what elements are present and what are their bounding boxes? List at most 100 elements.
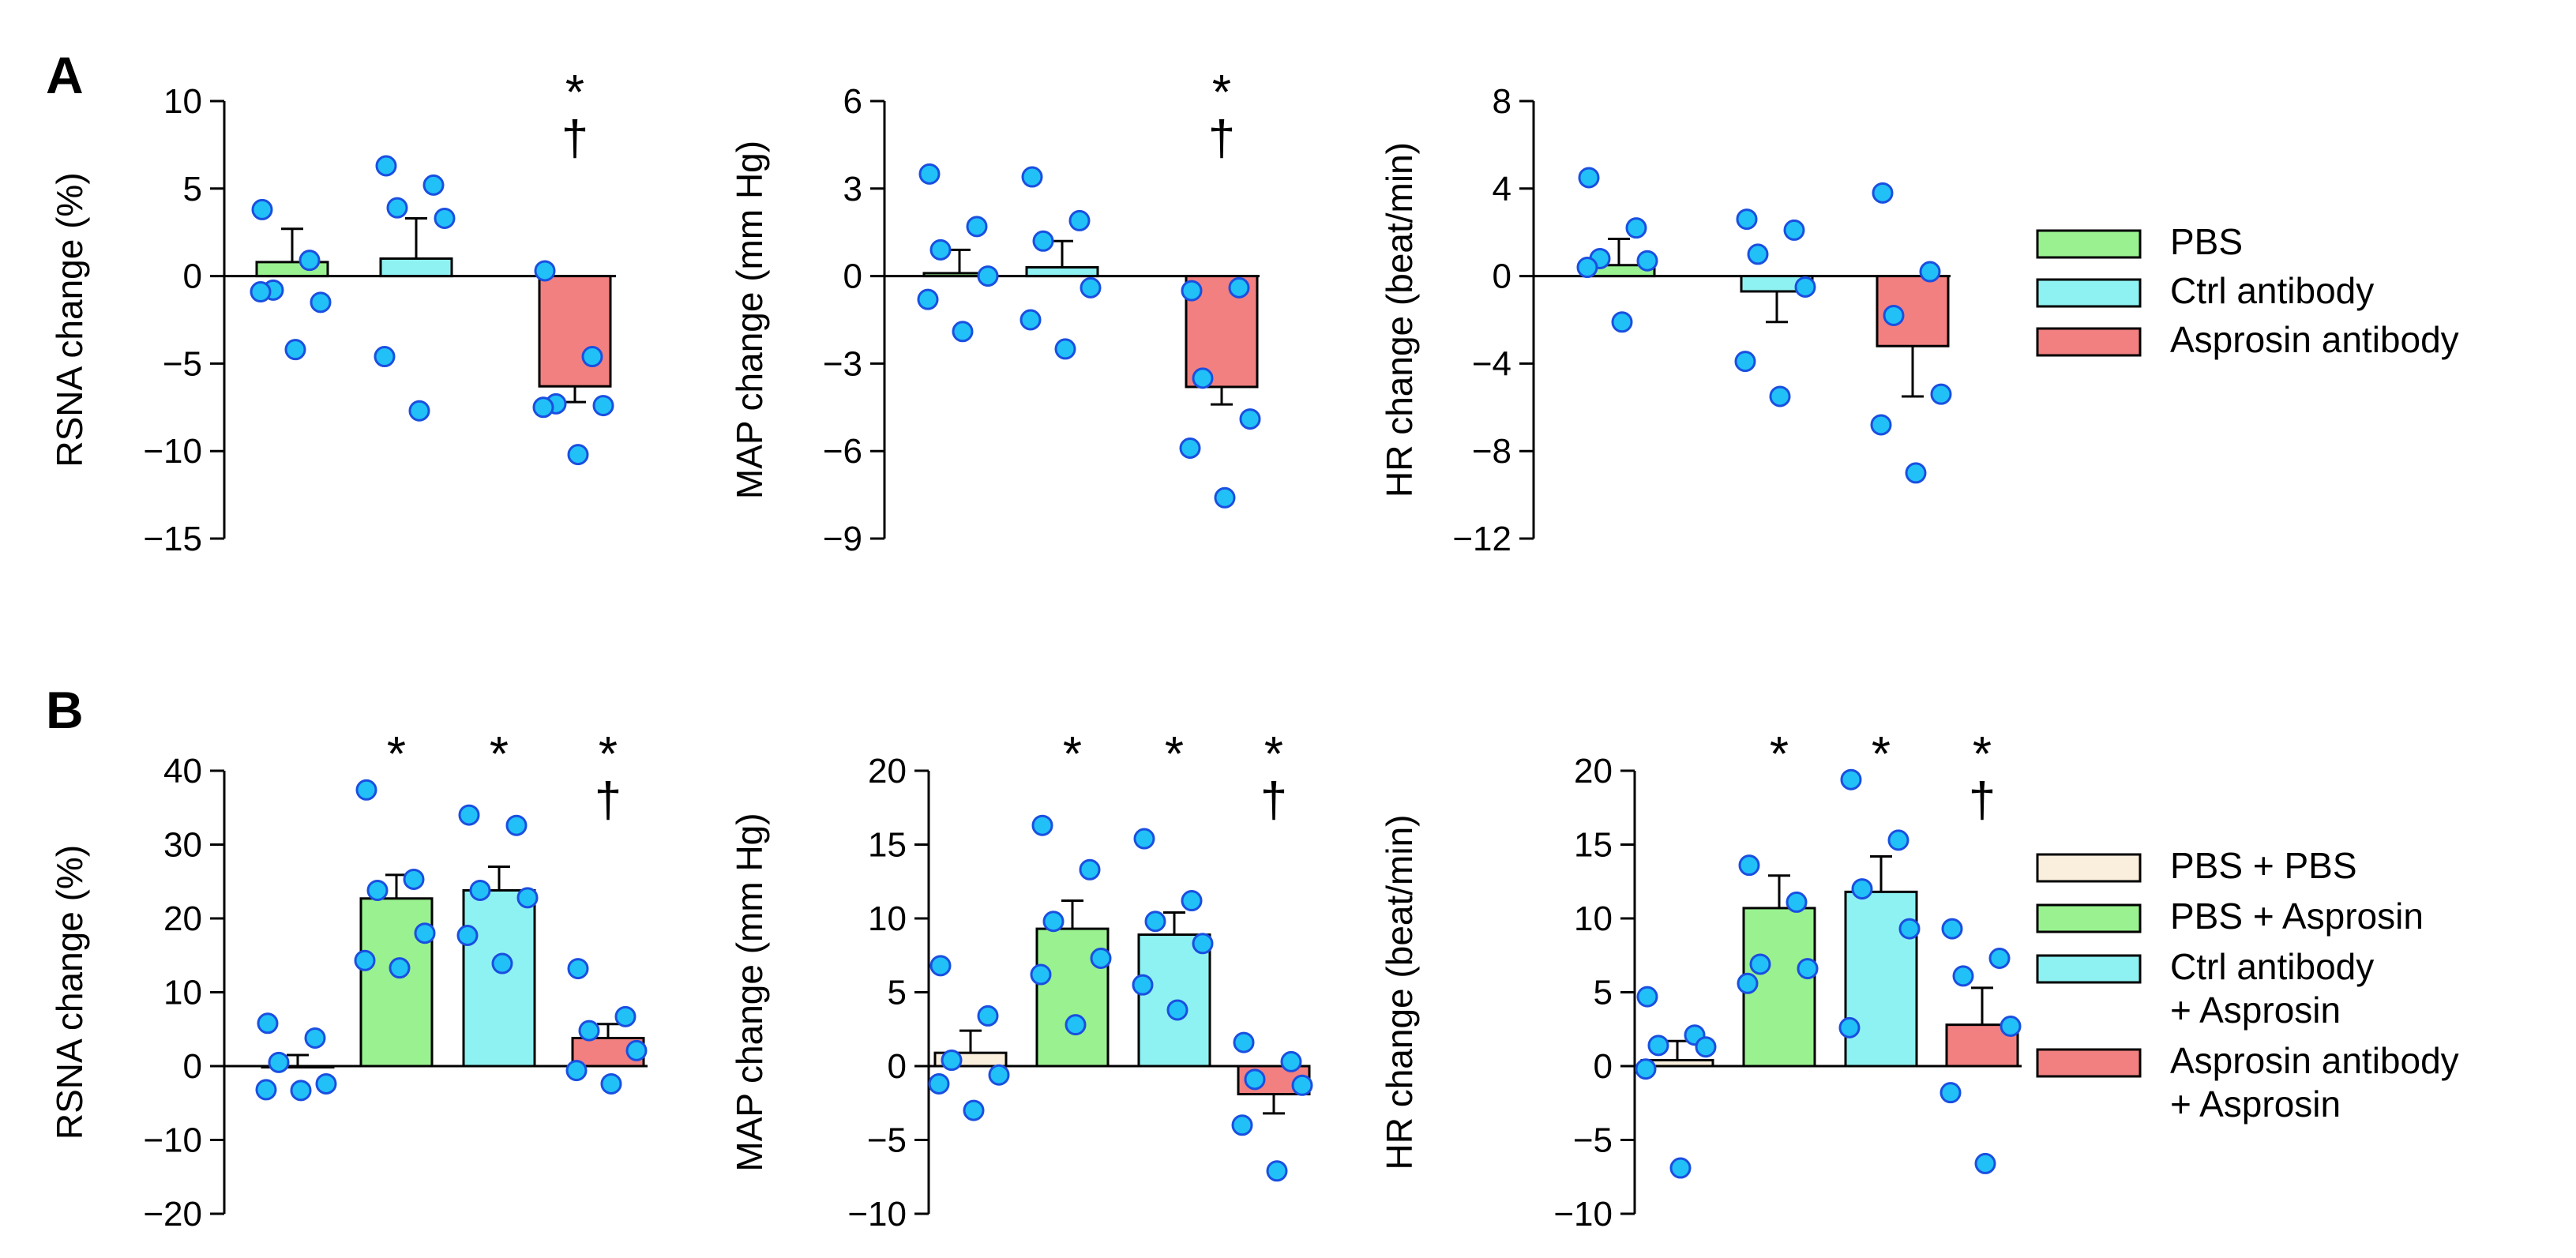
data-point [1179, 437, 1201, 460]
significance-star: * [490, 727, 509, 782]
legend-swatch [2036, 903, 2142, 933]
significance-star: * [1212, 66, 1231, 120]
data-point [966, 216, 988, 238]
data-point [1870, 414, 1892, 436]
legend-swatch [2036, 954, 2142, 984]
legend-item-pbs-pbs: PBS + PBS [2036, 845, 2357, 886]
bar-ctrl-antibody-asprosin [1844, 890, 1918, 1068]
data-point [565, 1060, 588, 1082]
data-point [625, 1039, 648, 1061]
data-point [1737, 972, 1759, 994]
data-point [255, 1079, 277, 1101]
legend-b: PBS + PBS PBS + Asprosin Ctrl antibody+ As… [2036, 845, 2459, 1125]
data-point [1291, 1074, 1313, 1096]
y-tick-label: 10 [868, 899, 907, 938]
y-tick-label: 0 [183, 257, 202, 296]
data-point [963, 1099, 985, 1121]
significance-dagger: † [561, 111, 588, 166]
data-point [1736, 208, 1758, 231]
y-tick-label: 5 [183, 170, 202, 208]
y-tick-label: 15 [868, 826, 907, 865]
data-point [1233, 1031, 1255, 1053]
data-point [299, 250, 321, 272]
legends-layer: PBS Ctrl antibody Asprosin antibody PBS + P… [2036, 221, 2459, 1125]
data-point [1578, 167, 1600, 189]
y-tick-label: 0 [183, 1047, 202, 1086]
data-point [1280, 1050, 1302, 1072]
y-tick-label: −10 [1553, 1195, 1613, 1234]
legend-label: Ctrl antibody [2170, 946, 2374, 987]
y-axis-title: RSNA change (%) [49, 845, 90, 1140]
data-point [592, 395, 614, 417]
data-point [290, 1080, 312, 1102]
data-point [516, 887, 539, 909]
legend-item-asprosin-antibody: Asprosin antibody [2036, 319, 2459, 360]
data-point [1669, 1157, 1692, 1179]
chart-a-2: 6 3 0 −3 −6 −9 MAP change (mm Hg) *† [729, 66, 1261, 558]
data-point [1090, 947, 1112, 969]
data-point [1132, 974, 1154, 996]
y-tick-label: −10 [143, 432, 202, 471]
data-point [408, 400, 430, 422]
legend-label: Ctrl antibody [2170, 270, 2374, 311]
y-tick-label: 6 [843, 82, 862, 121]
y-tick-label: −10 [847, 1195, 907, 1234]
data-point [389, 957, 411, 979]
data-point [928, 1072, 950, 1095]
data-point [1738, 854, 1760, 877]
data-point [1192, 367, 1214, 389]
data-point [422, 174, 445, 196]
significance-star: * [599, 727, 618, 782]
data-point [1144, 911, 1166, 933]
data-point [1228, 276, 1250, 299]
data-point [1611, 311, 1633, 333]
data-point [1021, 166, 1043, 188]
data-point [315, 1072, 337, 1095]
legend-item-ctrl-antibody-asprosin: Ctrl antibody+ Asprosin [2036, 946, 2374, 1031]
data-point [1872, 182, 1894, 204]
significance-star: * [1872, 727, 1891, 782]
y-tick-label: −5 [163, 344, 202, 383]
legend-label: PBS + PBS [2170, 845, 2357, 886]
bar-asprosin-antibody [538, 275, 612, 388]
data-point [1747, 243, 1769, 265]
y-tick-label: −8 [1472, 432, 1511, 471]
data-point [917, 288, 939, 310]
data-point [1794, 276, 1816, 298]
legend-label: PBS + Asprosin [2170, 896, 2424, 937]
y-tick-label: 5 [888, 974, 907, 1012]
y-tick-label: 20 [1574, 752, 1613, 790]
data-point [1032, 230, 1054, 252]
data-point [977, 1005, 999, 1027]
data-point [1883, 304, 1905, 326]
y-axis-title: HR change (beat/min) [1379, 815, 1420, 1170]
significance-star: * [387, 727, 406, 782]
y-tick-label: 40 [163, 752, 202, 790]
data-point [929, 238, 952, 261]
data-point [1080, 276, 1102, 299]
data-point [304, 1027, 326, 1049]
y-tick-label: 20 [868, 752, 907, 790]
chart-a-3: 8 4 0 −4 −8 −12 HR change (beat/min) [1379, 82, 1952, 558]
y-tick-label: 0 [888, 1047, 907, 1086]
data-point [578, 1020, 600, 1042]
data-point [1930, 383, 1952, 405]
data-point [1133, 828, 1155, 850]
data-point [1734, 351, 1756, 373]
y-axis-title: RSNA change (%) [49, 172, 90, 467]
data-point [268, 1051, 290, 1073]
data-point [534, 260, 556, 282]
legend-label-line2: + Asprosin [2170, 990, 2341, 1031]
y-tick-label: −12 [1452, 520, 1511, 558]
data-point [1919, 261, 1941, 283]
data-point [1031, 814, 1053, 836]
data-point [458, 804, 480, 826]
y-tick-label: 4 [1493, 170, 1511, 208]
data-point [1065, 1014, 1087, 1036]
legend-swatch [2036, 278, 2142, 308]
data-point [1079, 858, 1101, 881]
data-point [1988, 947, 2011, 969]
data-point [310, 291, 332, 314]
